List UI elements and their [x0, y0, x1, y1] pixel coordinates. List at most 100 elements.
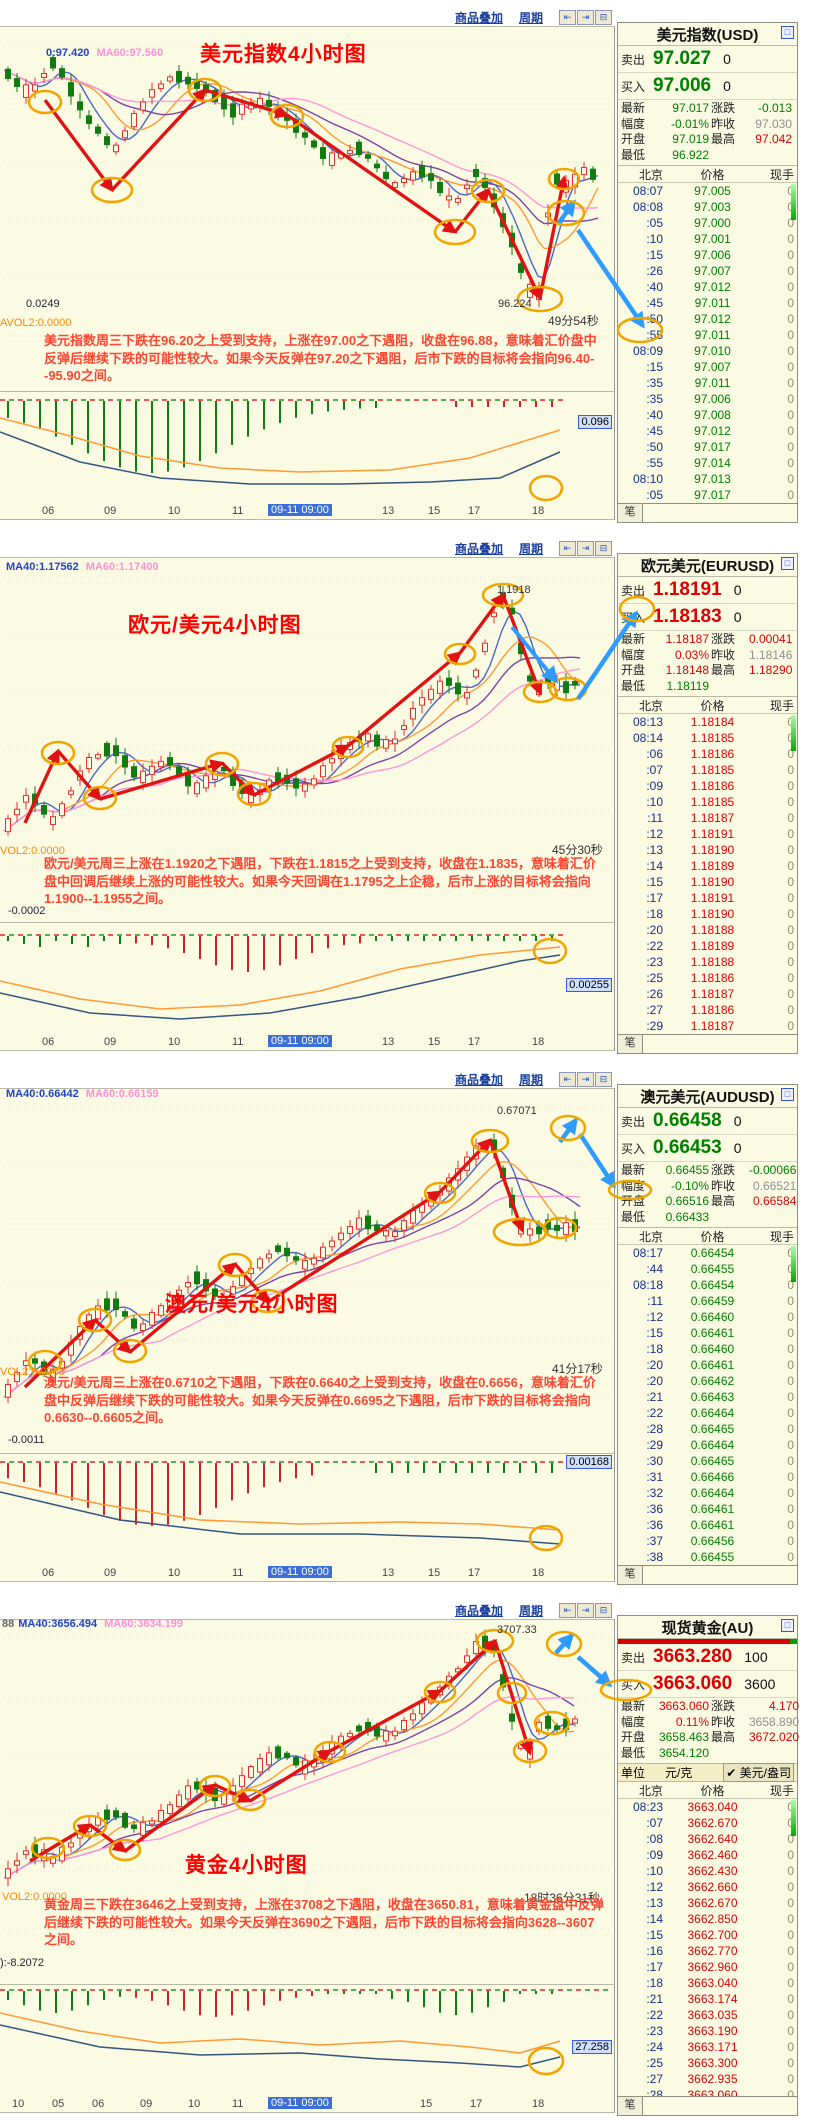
- tick-cell: 0: [787, 1310, 794, 1324]
- tick-row: :10 1.18185 0: [621, 794, 794, 810]
- scroll-left-icon[interactable]: ⇤: [559, 1603, 576, 1618]
- period-link[interactable]: 周期: [518, 11, 543, 25]
- scrollbar[interactable]: [791, 1246, 796, 1282]
- stat-value: 3663.060: [658, 1699, 709, 1713]
- scrollbar[interactable]: [791, 715, 796, 751]
- buy-volume: 3600: [744, 1676, 776, 1692]
- tick-list-header: 北京 价格 现手: [618, 697, 797, 714]
- unit-usd-ounce-option[interactable]: ✔ 美元/盎司: [723, 1763, 794, 1782]
- strength-green: [789, 1639, 797, 1644]
- tick-cell: 0: [787, 408, 794, 422]
- sell-row: 卖出 1.18191 0: [618, 577, 797, 604]
- maximize-icon[interactable]: □: [781, 26, 794, 39]
- scroll-left-icon[interactable]: ⇤: [559, 541, 576, 556]
- unit-yuan-gram-option[interactable]: 元/克: [665, 1766, 693, 1780]
- maximize-icon[interactable]: □: [781, 1088, 794, 1101]
- period-link[interactable]: 周期: [518, 542, 543, 556]
- tick-cell: :31: [646, 1470, 663, 1484]
- chart-title: 美元指数4小时图: [200, 43, 367, 66]
- scroll-right-icon[interactable]: ⇥: [577, 1603, 594, 1618]
- stat-label: 开盘: [621, 1730, 646, 1744]
- tab-bi[interactable]: 笔: [618, 2097, 643, 2115]
- scroll-left-icon[interactable]: ⇤: [559, 1072, 576, 1087]
- scroll-right-icon[interactable]: ⇥: [577, 1072, 594, 1087]
- tick-cell: 0: [787, 1518, 794, 1532]
- stat-value: 96.922: [672, 147, 709, 162]
- tick-cell: :28: [646, 1422, 663, 1436]
- minimize-icon[interactable]: ⊟: [595, 541, 612, 556]
- tab-bi[interactable]: 笔: [618, 1566, 643, 1584]
- tick-cell: 3663.035: [687, 2008, 738, 2022]
- tick-row: :07 1.18185 0: [621, 762, 794, 778]
- indicator-chart-svg: [0, 391, 615, 502]
- tick-cell: 0: [787, 1406, 794, 1420]
- tick-cell: :15: [646, 1326, 663, 1340]
- maximize-icon[interactable]: □: [781, 557, 794, 570]
- tick-cell: :15: [646, 248, 663, 262]
- tab-bi[interactable]: 笔: [618, 1035, 643, 1053]
- tick-cell: 0: [787, 1960, 794, 1974]
- overlay-link[interactable]: 商品叠加: [454, 542, 503, 556]
- tick-cell: 0: [787, 1422, 794, 1436]
- scrollbar[interactable]: [791, 184, 796, 220]
- x-tick-label: 17: [468, 505, 481, 517]
- tick-cell: 1.18188: [690, 955, 735, 969]
- minimize-icon[interactable]: ⊟: [595, 10, 612, 25]
- tick-cell: 0: [787, 1294, 794, 1308]
- tick-cell: 3662.670: [687, 1896, 738, 1910]
- tick-cell: 0.66464: [690, 1438, 735, 1452]
- indicator-chart-svg: [0, 922, 615, 1020]
- tick-cell: 0.66455: [690, 1550, 735, 1564]
- minimize-icon[interactable]: ⊟: [595, 1072, 612, 1087]
- x-tick-label: 10: [168, 505, 181, 517]
- quote-panel: 现货黄金(AU) □ 卖出 3663.280 100 买入 3663.060 3…: [617, 1615, 799, 2116]
- tick-row: 08:18 0.66454 0: [621, 1277, 794, 1293]
- scroll-right-icon[interactable]: ⇥: [577, 10, 594, 25]
- scroll-left-icon[interactable]: ⇤: [559, 10, 576, 25]
- period-link[interactable]: 周期: [518, 1604, 543, 1618]
- tick-cell: 1.18185: [690, 763, 735, 777]
- chart-toolbar: 商品叠加 周期 ⇤ ⇥ ⊟: [455, 1071, 612, 1088]
- tick-cell: 1.18190: [690, 875, 735, 889]
- buy-row: 买入 1.18183 0: [618, 604, 797, 631]
- minimize-icon[interactable]: ⊟: [595, 1603, 612, 1618]
- ma40-label: MA40:0.66442: [6, 1088, 79, 1100]
- tick-cell: :14: [646, 1912, 663, 1926]
- ma-label: MA40:1.17562 MA60:1.17400: [2, 561, 159, 573]
- tab-bi[interactable]: 笔: [618, 504, 643, 522]
- tick-row: 08:17 0.66454 0: [621, 1245, 794, 1261]
- tick-row: :14 3662.850 0: [621, 1911, 794, 1927]
- indicator-chart-svg: [0, 1984, 615, 2076]
- quote-panel: 美元指数(USD) □ 卖出 97.027 0 买入 97.006 0 最新 97…: [617, 22, 798, 523]
- overlay-link[interactable]: 商品叠加: [454, 1604, 503, 1618]
- stat-label: 开盘: [621, 132, 646, 146]
- tick-cell: :50: [646, 312, 663, 326]
- unit-row: 单位 元/克 ✔ 美元/盎司: [618, 1763, 797, 1782]
- overlay-link[interactable]: 商品叠加: [454, 11, 503, 25]
- x-tick-label: 17: [470, 2098, 483, 2110]
- bar-countdown-label: 49分54秒: [548, 314, 599, 328]
- chart-title: 黄金4小时图: [185, 1854, 308, 1877]
- tick-row: :08 3662.640 0: [621, 1831, 794, 1847]
- tick-row: :12 0.66460 0: [621, 1309, 794, 1325]
- stat-label: 涨跌: [711, 1699, 736, 1713]
- tick-cell: 3663.190: [687, 2024, 738, 2038]
- tick-row: :36 0.66461 0: [621, 1501, 794, 1517]
- maximize-icon[interactable]: □: [781, 1619, 794, 1632]
- tick-row: 08:07 97.005 0: [621, 183, 794, 199]
- stat-value: 0.11%: [675, 1714, 709, 1729]
- tick-cell: :06: [646, 747, 663, 761]
- tick-cell: 0.66454: [690, 1278, 735, 1292]
- tick-cell: 0: [787, 424, 794, 438]
- scroll-right-icon[interactable]: ⇥: [577, 541, 594, 556]
- overlay-link[interactable]: 商品叠加: [454, 1073, 503, 1087]
- x-tick-label: 06: [42, 1036, 55, 1048]
- period-link[interactable]: 周期: [518, 1073, 543, 1087]
- scrollbar[interactable]: [791, 1800, 796, 1836]
- bottom-tabs: 笔: [618, 1565, 797, 1584]
- tick-row: :40 97.012 0: [621, 279, 794, 295]
- tick-cell: 97.007: [694, 360, 731, 374]
- stat-label: 最低: [621, 1745, 646, 1760]
- col-price: 价格: [700, 168, 725, 182]
- buy-volume: 0: [723, 78, 731, 94]
